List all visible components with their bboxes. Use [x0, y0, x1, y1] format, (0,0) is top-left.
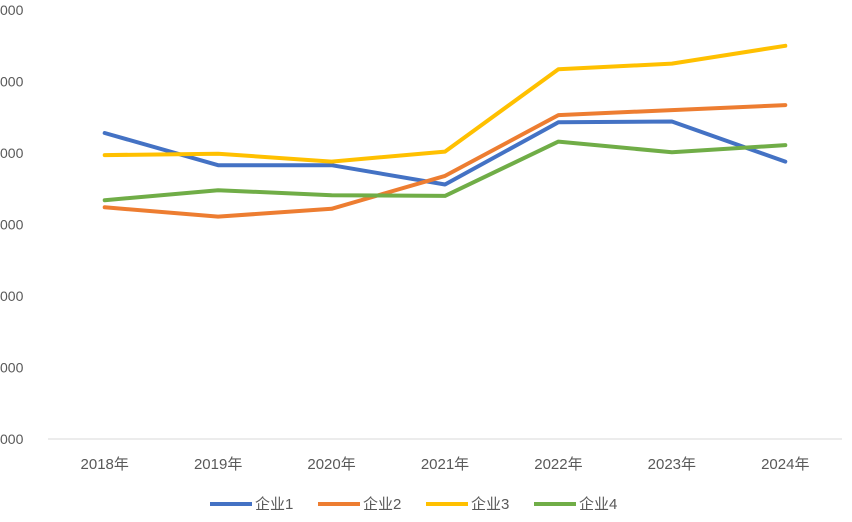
y-tick-label: 000 — [0, 2, 24, 18]
y-tick-label: 000 — [0, 288, 24, 304]
x-tick-label: 2018年 — [81, 456, 129, 473]
series-line-2 — [102, 103, 788, 219]
y-axis-ticks: 000 000 000 000 000 000 000 — [0, 2, 24, 447]
y-tick-label: 000 — [0, 74, 24, 90]
legend-label-2: 企业2 — [363, 495, 401, 513]
y-tick-label: 000 — [0, 145, 24, 161]
series-lines — [102, 43, 788, 219]
y-tick-label: 000 — [0, 360, 24, 376]
x-tick-label: 2022年 — [534, 456, 582, 473]
y-tick-label: 000 — [0, 217, 24, 233]
x-axis-ticks: 2018年 2019年 2020年 2021年 2022年 2023年 2024年 — [81, 456, 810, 473]
series-line-4 — [102, 139, 788, 203]
x-tick-label: 2023年 — [648, 456, 696, 473]
x-tick-label: 2020年 — [307, 456, 355, 473]
series-line-1 — [102, 119, 788, 187]
legend: 企业1 企业2 企业3 企业4 — [210, 495, 617, 513]
x-tick-label: 2021年 — [421, 456, 469, 473]
legend-label-3: 企业3 — [471, 495, 509, 513]
legend-label-4: 企业4 — [579, 495, 617, 513]
y-tick-label: 000 — [0, 431, 24, 447]
x-tick-label: 2024年 — [761, 456, 809, 473]
legend-label-1: 企业1 — [255, 495, 293, 513]
x-tick-label: 2019年 — [194, 456, 242, 473]
series-line-3 — [102, 43, 788, 164]
